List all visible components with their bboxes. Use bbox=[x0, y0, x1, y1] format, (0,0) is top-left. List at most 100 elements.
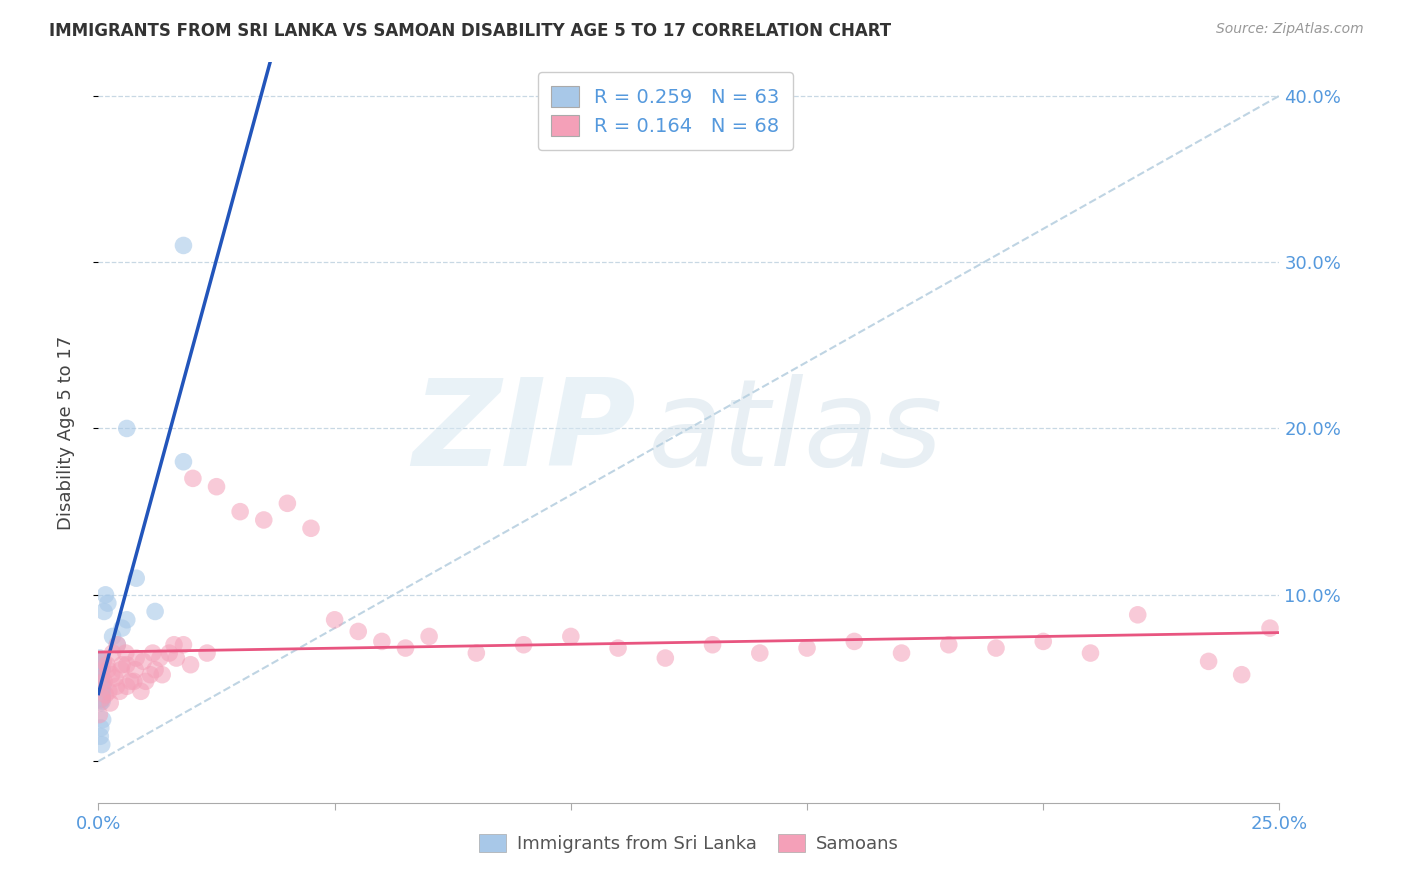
Point bbox=[93, 674, 115, 689]
Point bbox=[90, 673, 112, 687]
Point bbox=[89, 679, 111, 693]
Point bbox=[1258, 621, 1281, 635]
Point bbox=[89, 661, 111, 675]
Point bbox=[984, 641, 1007, 656]
Point bbox=[1032, 634, 1054, 648]
Point bbox=[111, 621, 134, 635]
Point bbox=[122, 674, 145, 689]
Point bbox=[111, 657, 134, 672]
Point bbox=[253, 513, 276, 527]
Point bbox=[89, 667, 111, 681]
Text: IMMIGRANTS FROM SRI LANKA VS SAMOAN DISABILITY AGE 5 TO 17 CORRELATION CHART: IMMIGRANTS FROM SRI LANKA VS SAMOAN DISA… bbox=[49, 22, 891, 40]
Y-axis label: Disability Age 5 to 17: Disability Age 5 to 17 bbox=[56, 335, 75, 530]
Text: ZIP: ZIP bbox=[412, 374, 636, 491]
Point bbox=[101, 646, 124, 660]
Point bbox=[115, 613, 138, 627]
Point bbox=[1198, 654, 1220, 668]
Point bbox=[195, 646, 218, 660]
Point bbox=[90, 684, 112, 698]
Point bbox=[91, 679, 114, 693]
Point bbox=[90, 671, 112, 685]
Point bbox=[394, 641, 416, 656]
Point bbox=[142, 646, 165, 660]
Point bbox=[276, 496, 298, 510]
Point bbox=[1080, 646, 1102, 660]
Point bbox=[90, 663, 112, 677]
Point bbox=[181, 471, 204, 485]
Point bbox=[90, 688, 112, 702]
Point bbox=[143, 605, 166, 619]
Point bbox=[172, 238, 194, 252]
Point bbox=[90, 690, 112, 705]
Point bbox=[98, 696, 121, 710]
Point bbox=[418, 629, 440, 643]
Point bbox=[90, 692, 112, 706]
Point bbox=[172, 638, 194, 652]
Point bbox=[91, 690, 114, 705]
Point bbox=[89, 692, 111, 706]
Point bbox=[90, 674, 112, 689]
Point bbox=[91, 713, 114, 727]
Point bbox=[157, 646, 180, 660]
Point bbox=[129, 684, 152, 698]
Point bbox=[89, 729, 111, 743]
Point bbox=[96, 657, 118, 672]
Text: Source: ZipAtlas.com: Source: ZipAtlas.com bbox=[1216, 22, 1364, 37]
Point bbox=[91, 694, 114, 708]
Point bbox=[90, 690, 112, 705]
Point bbox=[89, 665, 111, 679]
Point bbox=[91, 688, 114, 702]
Point bbox=[89, 688, 111, 702]
Point bbox=[125, 651, 148, 665]
Point bbox=[91, 684, 114, 698]
Point bbox=[105, 679, 128, 693]
Point bbox=[90, 671, 112, 685]
Point bbox=[89, 678, 111, 692]
Point bbox=[90, 654, 112, 668]
Point bbox=[560, 629, 582, 643]
Legend: Immigrants from Sri Lanka, Samoans: Immigrants from Sri Lanka, Samoans bbox=[471, 827, 907, 861]
Point bbox=[89, 671, 111, 685]
Point bbox=[149, 651, 172, 665]
Point bbox=[124, 663, 146, 677]
Point bbox=[90, 738, 112, 752]
Point bbox=[89, 659, 111, 673]
Point bbox=[108, 684, 131, 698]
Point bbox=[115, 421, 138, 435]
Point bbox=[89, 707, 111, 722]
Point bbox=[465, 646, 488, 660]
Point bbox=[890, 646, 912, 660]
Point bbox=[105, 638, 128, 652]
Point bbox=[90, 682, 112, 697]
Point bbox=[89, 651, 111, 665]
Point bbox=[607, 641, 630, 656]
Point bbox=[89, 674, 111, 689]
Point bbox=[371, 634, 394, 648]
Text: atlas: atlas bbox=[648, 374, 943, 491]
Point bbox=[100, 667, 122, 681]
Point bbox=[229, 505, 252, 519]
Point bbox=[89, 654, 111, 668]
Point bbox=[91, 681, 114, 695]
Point bbox=[91, 654, 114, 668]
Point bbox=[139, 667, 162, 681]
Point bbox=[110, 663, 132, 677]
Point bbox=[89, 657, 111, 672]
Point bbox=[748, 646, 770, 660]
Point bbox=[105, 638, 128, 652]
Point bbox=[114, 646, 136, 660]
Point bbox=[143, 663, 166, 677]
Point bbox=[512, 638, 534, 652]
Point bbox=[1126, 607, 1149, 622]
Point bbox=[90, 690, 112, 704]
Point bbox=[90, 690, 112, 704]
Point bbox=[90, 663, 112, 677]
Point bbox=[90, 669, 112, 683]
Point bbox=[89, 696, 111, 710]
Point bbox=[94, 588, 117, 602]
Point bbox=[90, 666, 112, 681]
Point bbox=[163, 638, 186, 652]
Point bbox=[90, 682, 112, 697]
Point bbox=[796, 641, 818, 656]
Point bbox=[90, 686, 112, 700]
